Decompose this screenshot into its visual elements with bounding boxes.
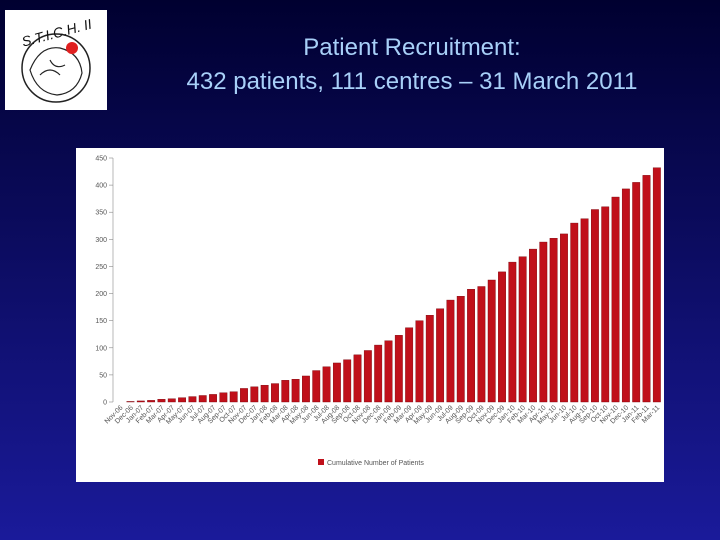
y-tick-label: 450 (95, 156, 107, 163)
bar (529, 248, 537, 403)
bar (456, 296, 465, 403)
y-tick-label: 300 (95, 237, 107, 244)
y-tick-label: 350 (95, 210, 107, 217)
bar (188, 396, 197, 403)
bar (498, 271, 506, 403)
bar (219, 392, 228, 403)
bar (198, 395, 207, 403)
bar (126, 401, 135, 403)
bar (477, 286, 486, 403)
bar (405, 327, 414, 403)
bar (384, 340, 393, 403)
bar (291, 379, 300, 403)
bar (467, 289, 475, 403)
bar (178, 397, 187, 403)
bar (302, 375, 310, 403)
bar (209, 394, 217, 403)
bar (570, 222, 579, 403)
bar (590, 209, 599, 403)
bar (229, 391, 238, 403)
bar (394, 335, 403, 403)
bar (539, 241, 548, 403)
bar (601, 206, 610, 403)
bar (250, 386, 259, 403)
y-tick-label: 400 (95, 183, 107, 190)
bar (632, 182, 641, 403)
bar (167, 398, 176, 403)
bar (322, 366, 331, 403)
bar (642, 175, 651, 403)
bar (415, 320, 424, 403)
bar (332, 362, 341, 403)
bar (260, 384, 269, 403)
logo: S.T.I.C.H. II (5, 10, 107, 110)
bar (353, 354, 362, 403)
bar (136, 400, 145, 403)
bar (611, 196, 620, 403)
bar (652, 167, 661, 403)
bar (446, 299, 455, 403)
bar (281, 380, 290, 403)
bar (271, 383, 279, 403)
bar (436, 308, 445, 403)
bar (374, 344, 383, 403)
y-tick-label: 100 (95, 345, 107, 352)
chart-title: Patient Recruitment: (303, 34, 520, 61)
bar (312, 370, 321, 403)
legend-swatch (318, 459, 324, 465)
bar (560, 233, 568, 403)
bar (487, 279, 496, 403)
bar (157, 399, 166, 403)
y-tick-label: 150 (95, 318, 107, 325)
y-tick-label: 0 (103, 400, 107, 407)
bar (343, 359, 352, 403)
bar (240, 388, 248, 403)
y-tick-label: 50 (99, 372, 107, 379)
bar (549, 238, 558, 403)
legend-label: Cumulative Number of Patients (327, 460, 424, 467)
bar (425, 315, 434, 403)
bar (518, 256, 527, 403)
y-tick-label: 200 (95, 291, 107, 298)
bar (621, 188, 630, 403)
bar (508, 261, 517, 403)
bar (147, 400, 156, 403)
bar (580, 218, 589, 403)
bar (363, 350, 372, 403)
y-tick-label: 250 (95, 264, 107, 271)
chart-subtitle: 432 patients, 111 centres – 31 March 201… (187, 68, 638, 95)
